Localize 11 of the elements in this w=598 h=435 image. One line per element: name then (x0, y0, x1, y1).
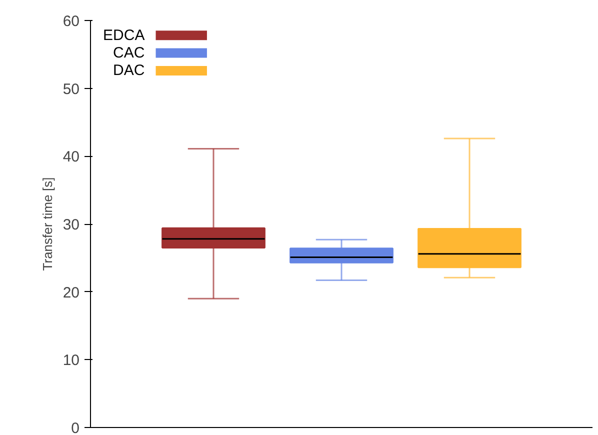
y-tick-label: 50 (62, 80, 80, 98)
legend-label: CAC (113, 44, 145, 62)
y-tick-label: 10 (62, 352, 80, 370)
legend-label: EDCA (103, 26, 145, 44)
y-tick-label: 20 (62, 284, 80, 302)
legend-label: DAC (113, 62, 145, 80)
y-tick-label: 30 (62, 216, 80, 234)
y-axis-title: Transfer time [s] (40, 177, 55, 271)
y-tick-label: 0 (71, 420, 80, 435)
y-tick-label: 40 (62, 148, 80, 166)
y-tick-label: 60 (62, 13, 80, 30)
